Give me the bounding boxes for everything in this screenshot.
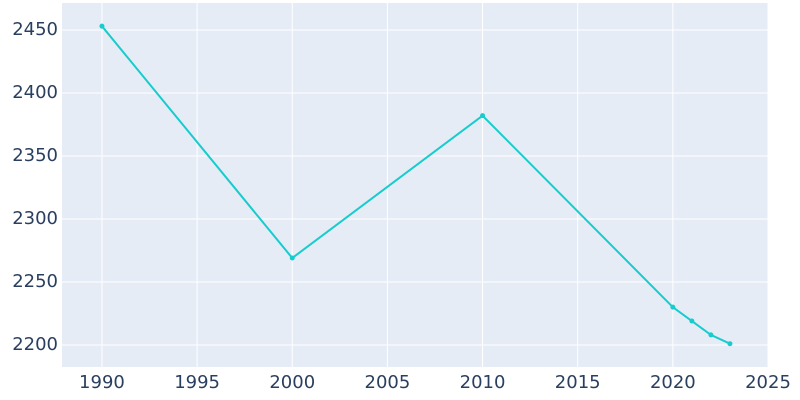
y-tick-label: 2300: [12, 208, 58, 229]
x-tick-label: 2005: [365, 372, 411, 393]
x-tick-label: 1995: [174, 372, 220, 393]
x-tick-label: 2025: [745, 372, 791, 393]
point: [727, 341, 733, 347]
x-tick-label: 2020: [650, 372, 696, 393]
x-tick-label: 2010: [460, 372, 506, 393]
y-tick-label: 2250: [12, 271, 58, 292]
x-tick-label: 1990: [79, 372, 125, 393]
plot-area: [62, 3, 768, 367]
y-tick-label: 2400: [12, 82, 58, 103]
x-tick-label: 2000: [269, 372, 315, 393]
point: [670, 304, 676, 310]
point: [289, 255, 295, 261]
point: [689, 318, 695, 324]
y-tick-label: 2350: [12, 145, 58, 166]
point: [99, 23, 105, 29]
y-tick-label: 2200: [12, 334, 58, 355]
y-tick-label: 2450: [12, 19, 58, 40]
x-tick-label: 2015: [555, 372, 601, 393]
point: [708, 332, 714, 338]
point: [480, 113, 486, 119]
